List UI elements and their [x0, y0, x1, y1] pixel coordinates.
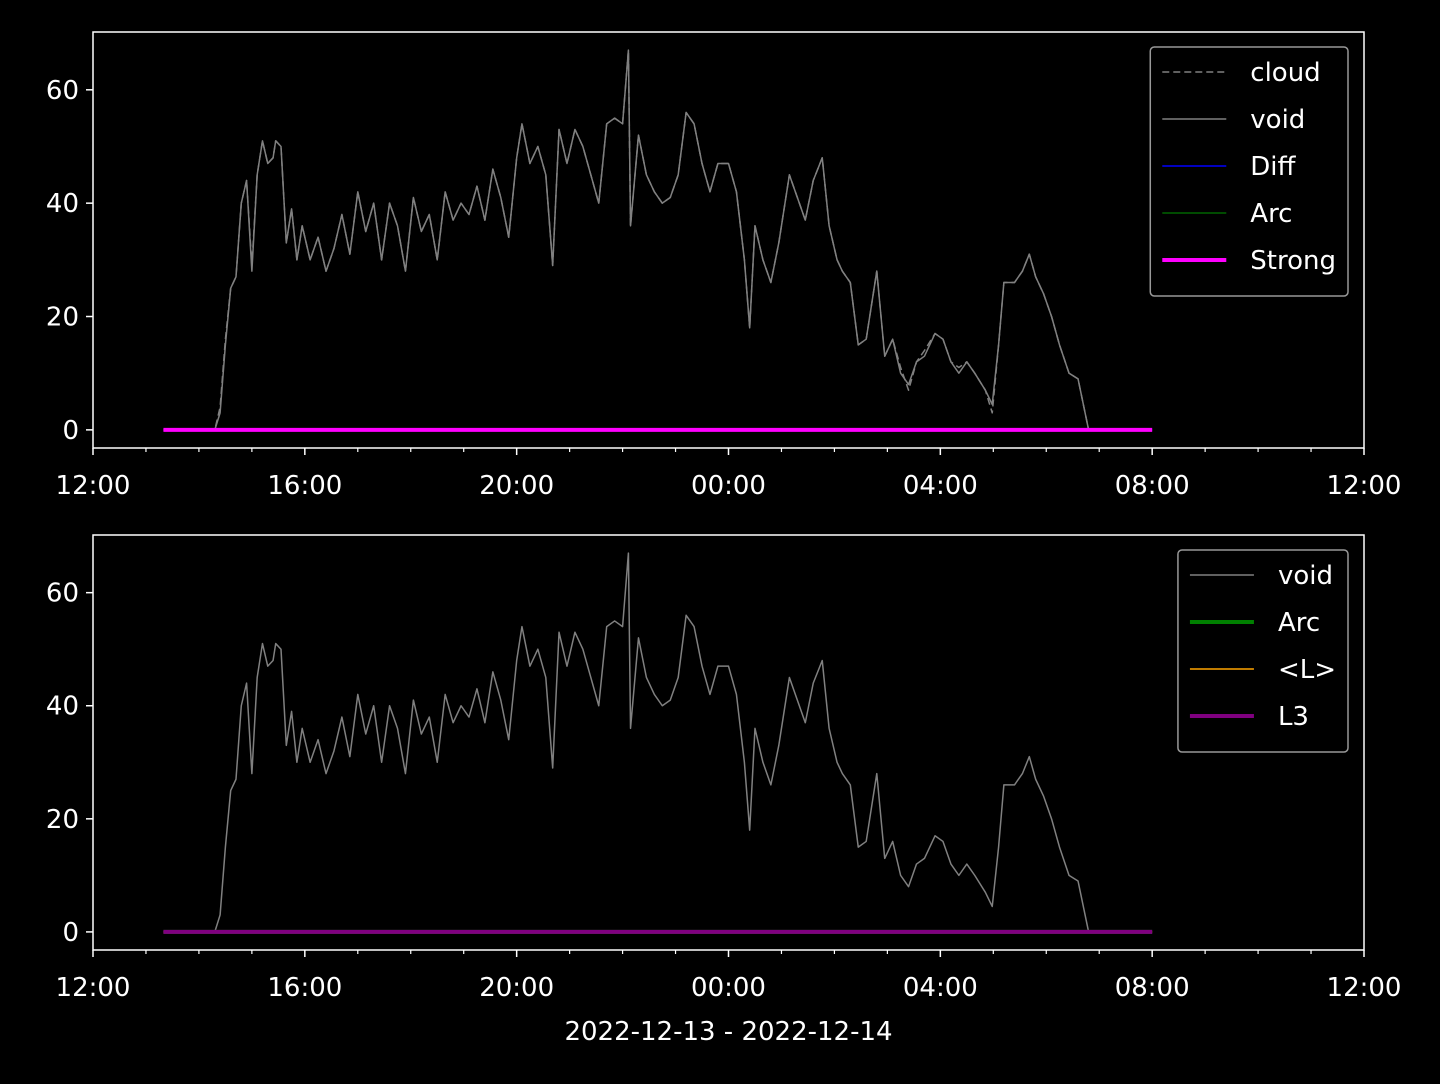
legend-frame [1149, 46, 1349, 297]
x-tick-label: 08:00 [1115, 973, 1190, 1003]
legend-label: void [1278, 561, 1333, 591]
legend-label: Arc [1278, 608, 1320, 638]
legend-label: cloud [1250, 58, 1320, 88]
x-tick-label: 20:00 [479, 471, 554, 501]
y-tick-label: 60 [46, 579, 79, 609]
legend-label: Diff [1250, 152, 1296, 182]
y-tick-label: 20 [46, 303, 79, 333]
x-tick-label: 04:00 [903, 973, 978, 1003]
x-tick-label: 12:00 [1327, 471, 1402, 501]
x-axis-label: 2022-12-13 - 2022-12-14 [564, 1017, 892, 1047]
legend-label: void [1250, 105, 1305, 135]
x-tick-label: 00:00 [691, 471, 766, 501]
legend-frame [1177, 549, 1349, 753]
axes-frame [92, 31, 1365, 449]
y-tick-label: 0 [62, 918, 79, 948]
x-tick-label: 00:00 [691, 973, 766, 1003]
x-tick-label: 12:00 [56, 973, 131, 1003]
y-tick-label: 60 [46, 76, 79, 106]
y-tick-label: 0 [62, 416, 79, 446]
x-tick-label: 12:00 [56, 471, 131, 501]
x-tick-label: 16:00 [267, 973, 342, 1003]
legend-label: <L> [1278, 655, 1336, 685]
x-tick-label: 04:00 [903, 471, 978, 501]
y-tick-label: 40 [46, 189, 79, 219]
legend-label: L3 [1278, 702, 1309, 732]
x-tick-label: 08:00 [1115, 471, 1190, 501]
axes-frame [92, 534, 1365, 951]
legend-label: Strong [1250, 246, 1336, 276]
x-tick-label: 12:00 [1327, 973, 1402, 1003]
legend: cloud void Diff Arc Strong [1149, 46, 1349, 297]
legend: void Arc <L> L3 [1177, 549, 1349, 753]
legend-label: Arc [1250, 199, 1292, 229]
x-tick-label: 20:00 [479, 973, 554, 1003]
line-series [163, 552, 1090, 933]
y-tick-label: 40 [46, 692, 79, 722]
y-tick-label: 20 [46, 805, 79, 835]
line-series [163, 49, 1090, 431]
x-tick-label: 16:00 [267, 471, 342, 501]
